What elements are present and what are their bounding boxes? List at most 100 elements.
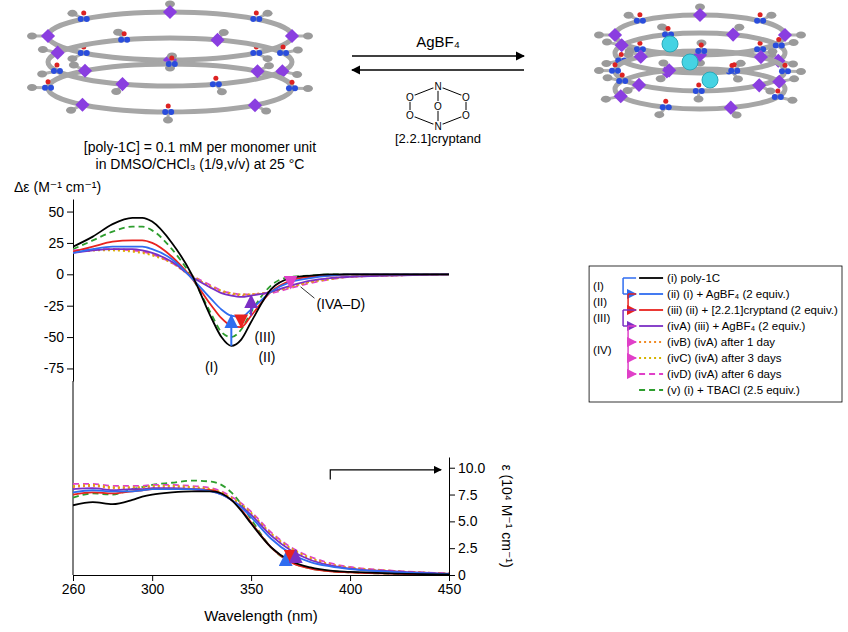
legend-bracket bbox=[627, 326, 629, 374]
legend-label: (ivD) (ivA) after 6 days bbox=[667, 368, 782, 380]
legend-group-label: (III) bbox=[593, 312, 610, 324]
side-chain-end bbox=[789, 75, 799, 82]
n-atom bbox=[216, 81, 222, 87]
aryl-unit bbox=[115, 77, 129, 91]
o-atom bbox=[620, 72, 625, 77]
axis-title: Δε (M⁻¹ cm⁻¹) bbox=[14, 179, 101, 195]
legend-swatch bbox=[639, 357, 663, 359]
legend-bracket bbox=[623, 325, 636, 327]
atom-label: O bbox=[406, 92, 414, 103]
side-chain-end bbox=[67, 10, 77, 17]
legend-bracket bbox=[627, 294, 629, 310]
side-chain-end bbox=[69, 62, 79, 69]
helix-illustration bbox=[594, 4, 806, 119]
tick-label: 260 bbox=[62, 581, 86, 597]
o-atom bbox=[213, 76, 218, 81]
aryl-unit bbox=[248, 98, 262, 112]
side-chain-end bbox=[217, 88, 227, 95]
side-chain-end bbox=[796, 68, 806, 75]
n-atom bbox=[640, 18, 646, 24]
side-chain-end bbox=[602, 39, 612, 46]
legend-swatch bbox=[639, 293, 663, 295]
tick: -25 bbox=[44, 298, 73, 314]
n-atom bbox=[622, 78, 628, 84]
tick-mark bbox=[67, 368, 73, 369]
axis-title: Wavelength (nm) bbox=[204, 607, 318, 624]
tick-label: 400 bbox=[339, 581, 363, 597]
n-atom bbox=[78, 16, 84, 22]
side-chain-end bbox=[263, 55, 273, 62]
n-atom bbox=[48, 85, 54, 91]
side-chain-end bbox=[796, 32, 806, 39]
series-line bbox=[73, 486, 449, 574]
tick-mark bbox=[67, 243, 73, 244]
tick: 5.0 bbox=[449, 513, 478, 529]
side-chain-end bbox=[261, 107, 271, 114]
axis: 50250-25-50-75 bbox=[44, 200, 74, 382]
atom-ground bbox=[433, 121, 443, 131]
side-chain-end bbox=[787, 97, 797, 104]
legend-bracket bbox=[628, 341, 636, 343]
o-atom bbox=[758, 12, 763, 17]
tick-mark bbox=[67, 337, 73, 338]
tick: 10.0 bbox=[449, 460, 485, 476]
aryl-unit bbox=[726, 28, 740, 42]
aryl-unit bbox=[250, 64, 264, 78]
side-chain-end bbox=[789, 39, 799, 46]
n-atom bbox=[250, 16, 256, 22]
tick-label: 450 bbox=[438, 581, 462, 597]
atom-label: O bbox=[462, 92, 470, 103]
tick-mark bbox=[449, 521, 455, 522]
series-line bbox=[73, 485, 449, 574]
plot-lines bbox=[73, 481, 449, 575]
side-chain-end bbox=[111, 88, 121, 95]
n-atom bbox=[660, 104, 666, 110]
side-chain-end bbox=[601, 60, 611, 67]
legend-bracket bbox=[628, 325, 636, 327]
axis-line bbox=[449, 458, 450, 576]
tick-label: -75 bbox=[44, 360, 64, 376]
side-chain-end bbox=[66, 107, 76, 114]
legend-bracket bbox=[623, 309, 636, 311]
side-chain-end bbox=[733, 75, 743, 82]
tick-mark bbox=[449, 575, 455, 576]
scheme: AgBF₄NOOOOON[2.2.1]cryptand bbox=[27, 1, 806, 147]
legend-swatch bbox=[639, 341, 663, 343]
side-chain-end bbox=[264, 62, 274, 69]
atom-label: N bbox=[434, 121, 441, 132]
cryptand-structure: NOOOOON bbox=[405, 81, 471, 132]
side-chain-end bbox=[219, 29, 229, 36]
n-atom bbox=[283, 50, 289, 56]
n-atom bbox=[162, 109, 168, 115]
legend-label: (ii) (i) + AgBF₄ (2 equiv.) bbox=[667, 288, 790, 300]
tick-mark bbox=[67, 274, 73, 275]
legend-bracket bbox=[623, 277, 636, 279]
o-atom bbox=[169, 56, 174, 61]
arrow bbox=[352, 69, 524, 70]
side-chain-end bbox=[27, 84, 37, 91]
n-atom bbox=[772, 94, 778, 100]
series-line bbox=[73, 249, 449, 297]
n-atom bbox=[256, 50, 262, 56]
n-atom bbox=[609, 68, 615, 74]
change-arrow bbox=[285, 554, 287, 563]
legend-group-label: (IV) bbox=[593, 344, 612, 356]
o-atom bbox=[637, 12, 642, 17]
legend-bracket bbox=[628, 293, 636, 295]
tick-label: 5.0 bbox=[458, 513, 478, 529]
aryl-unit bbox=[51, 46, 65, 60]
legend: (i) poly-1C(ii) (i) + AgBF₄ (2 equiv.)(i… bbox=[589, 266, 842, 402]
series-line bbox=[73, 489, 449, 574]
o-atom bbox=[699, 43, 704, 48]
side-chain-end bbox=[67, 55, 77, 62]
ag-ion bbox=[702, 72, 718, 88]
tick-label: 0 bbox=[458, 567, 466, 583]
n-atom bbox=[124, 37, 130, 43]
o-atom bbox=[46, 79, 51, 84]
annotation: (III) bbox=[254, 329, 275, 345]
atom-label: O bbox=[434, 101, 442, 112]
side-chain-end bbox=[654, 111, 664, 118]
change-arrow bbox=[250, 296, 252, 316]
frame-line bbox=[73, 381, 74, 575]
n-atom bbox=[286, 85, 292, 91]
